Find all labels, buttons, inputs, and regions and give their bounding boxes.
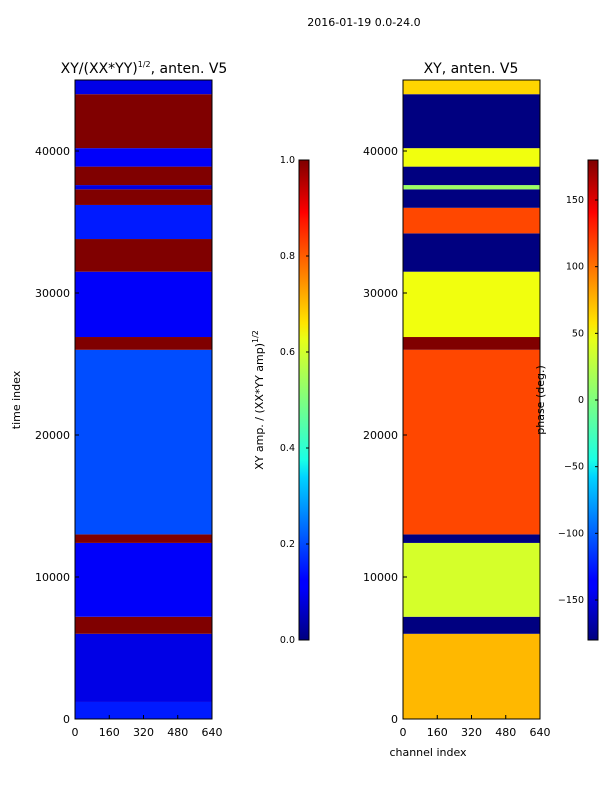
heatmap-band-3	[75, 616, 212, 634]
panel-phase-plot	[403, 80, 540, 719]
colorbar-amplitude-label: XY amp. / (XX*YY amp)1/2	[251, 330, 266, 470]
panel-amplitude-yticks: 0 10000 20000 30000 40000	[35, 145, 79, 726]
panel-phase-xticks: 0 160 320 480 640	[400, 715, 551, 739]
heatmap-band-8	[75, 271, 212, 338]
heatmap-band-9	[403, 207, 540, 234]
colorbar-phase-ticks: −150 −100 −50 0 50 100 150	[558, 195, 598, 606]
colorbar-phase-label: phase (deg.)	[534, 365, 547, 435]
heatmap-band-6	[403, 337, 540, 350]
y-tick-label: 0	[63, 713, 70, 726]
panel-amplitude: XY/(XX*YY)1/2, anten. V5 0 160 320 480 640 0…	[10, 60, 227, 739]
colorbar-tick-label: 150	[566, 195, 584, 206]
colorbar-amplitude-gradient	[298, 159, 310, 641]
colorbar-tick-label: −150	[558, 595, 584, 606]
colorbar-tick-label: 0.2	[280, 539, 295, 550]
panel-amplitude-xticks: 0 160 320 480 640	[72, 715, 223, 739]
x-tick-label: 480	[495, 726, 516, 739]
heatmap-band-9	[75, 239, 212, 272]
heatmap-band-13	[403, 148, 540, 167]
x-tick-label: 160	[427, 726, 448, 739]
y-tick-label: 40000	[363, 145, 398, 158]
heatmap-band-5	[403, 349, 540, 535]
x-tick-label: 0	[72, 726, 79, 739]
heatmap-band-5	[75, 534, 212, 543]
colorbar-amplitude-ticks: 0.0 0.2 0.4 0.6 0.8 1.0	[280, 155, 309, 646]
heatmap-band-15	[75, 94, 212, 149]
colorbar-tick-label: 1.0	[280, 155, 295, 166]
panel-amplitude-title: XY/(XX*YY)1/2, anten. V5	[61, 60, 228, 77]
colorbar-amplitude: 0.0 0.2 0.4 0.6 0.8 1.0 XY amp. / (XX*YY amp)…	[251, 155, 310, 646]
heatmap-band-4	[75, 542, 212, 617]
y-tick-label: 30000	[363, 287, 398, 300]
panel-amplitude-plot	[75, 80, 212, 719]
colorbar-tick-label: 0.6	[280, 347, 295, 358]
heatmap-band-7	[75, 337, 212, 350]
heatmap-band-1	[403, 633, 540, 719]
x-tick-label: 640	[530, 726, 551, 739]
heatmap-band-14	[403, 94, 540, 149]
y-tick-label: 10000	[363, 571, 398, 584]
x-tick-label: 160	[99, 726, 120, 739]
heatmap-band-1	[75, 701, 212, 719]
heatmap-band-14	[75, 148, 212, 167]
panel-phase-xlabel: channel index	[389, 746, 467, 759]
colorbar-tick-label: 0.4	[280, 443, 295, 454]
panel-phase-yticks: 0 10000 20000 30000 40000	[363, 145, 407, 726]
x-tick-label: 320	[461, 726, 482, 739]
y-tick-label: 10000	[35, 571, 70, 584]
colorbar-tick-label: 100	[566, 262, 584, 273]
x-tick-label: 480	[167, 726, 188, 739]
heatmap-band-2	[403, 616, 540, 634]
figure-suptitle: 2016-01-19 0.0-24.0	[307, 16, 420, 29]
y-tick-label: 20000	[35, 429, 70, 442]
heatmap-band-2	[75, 633, 212, 702]
colorbar-tick-label: 0.0	[280, 635, 295, 646]
heatmap-band-4	[403, 534, 540, 543]
x-tick-label: 0	[400, 726, 407, 739]
heatmap-band-15	[403, 80, 540, 95]
heatmap-band-13	[75, 166, 212, 186]
heatmap-band-11	[403, 185, 540, 190]
x-tick-label: 320	[133, 726, 154, 739]
colorbar-tick-label: −100	[558, 528, 584, 539]
heatmap-band-12	[75, 185, 212, 190]
heatmap-band-12	[403, 166, 540, 186]
colorbar-tick-label: 0.8	[280, 251, 295, 262]
heatmap-band-16	[75, 80, 212, 95]
x-tick-label: 640	[202, 726, 223, 739]
heatmap-band-6	[75, 349, 212, 535]
heatmap-band-10	[403, 189, 540, 208]
y-tick-label: 30000	[35, 287, 70, 300]
heatmap-band-11	[75, 189, 212, 205]
colorbar-tick-label: 0	[578, 395, 584, 406]
colorbar-tick-label: 50	[572, 328, 584, 339]
y-tick-label: 0	[391, 713, 398, 726]
panel-phase: XY, anten. V5 0 160 320 480 640 0 10000 20000 3…	[363, 61, 551, 759]
panel-phase-title: XY, anten. V5	[424, 61, 519, 77]
heatmap-band-8	[403, 233, 540, 272]
y-tick-label: 40000	[35, 145, 70, 158]
y-tick-label: 20000	[363, 429, 398, 442]
panel-amplitude-ylabel: time index	[10, 370, 23, 429]
heatmap-band-7	[403, 271, 540, 338]
colorbar-phase: −150 −100 −50 0 50 100 150 phase (deg.)	[534, 159, 599, 641]
heatmap-band-10	[75, 204, 212, 240]
colorbar-tick-label: −50	[564, 462, 584, 473]
heatmap-band-3	[403, 542, 540, 617]
